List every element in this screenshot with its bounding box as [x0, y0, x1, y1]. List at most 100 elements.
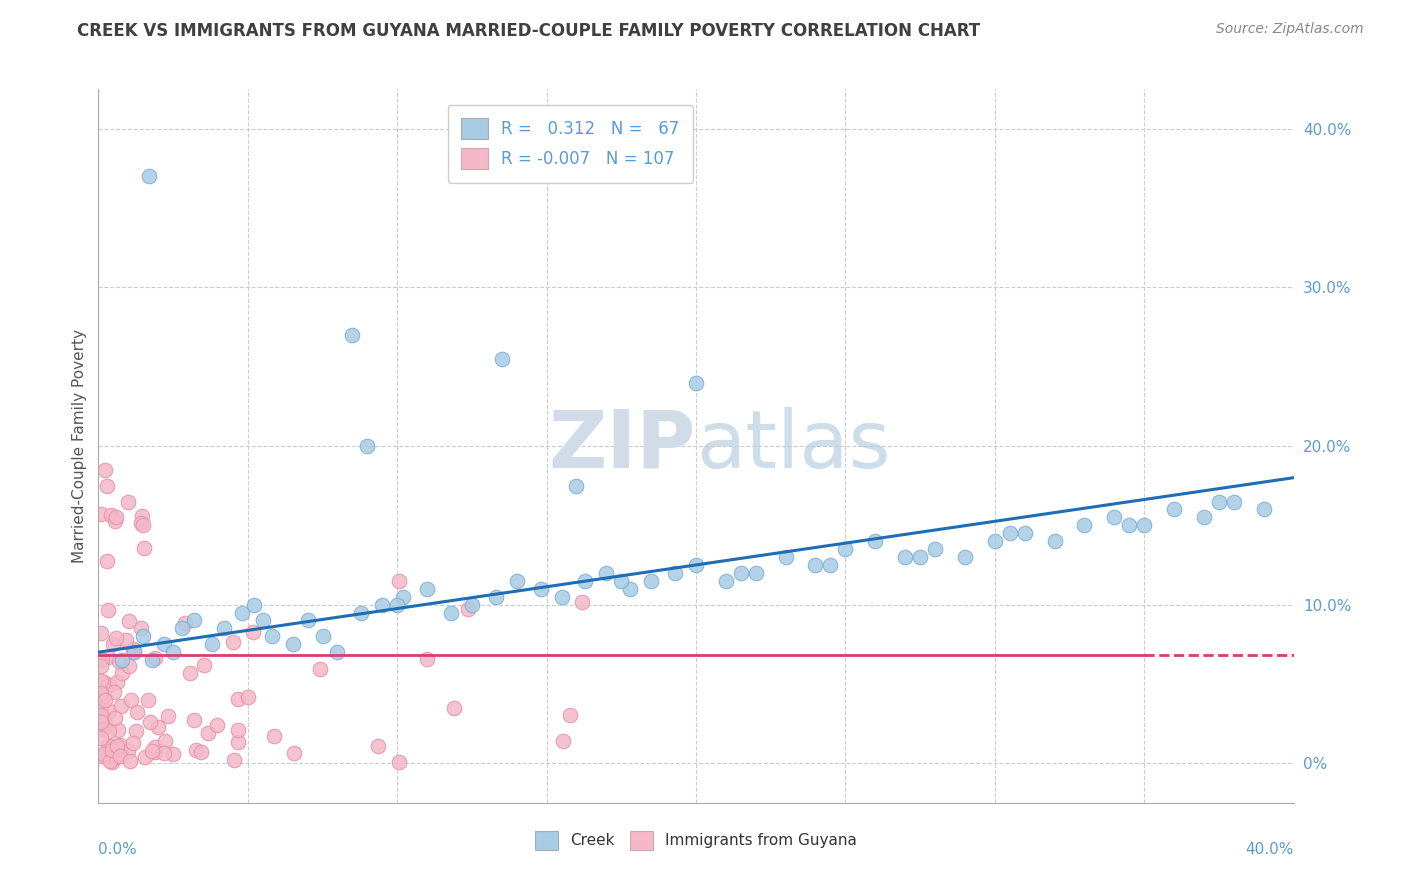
- Point: [226, 692, 249, 706]
- Point: [103, 637, 125, 651]
- Point: [97, 739, 120, 754]
- Point: [485, 590, 508, 604]
- Point: [90, 658, 112, 673]
- Point: [91, 723, 114, 737]
- Point: [1223, 494, 1246, 508]
- Point: [141, 744, 163, 758]
- Point: [371, 598, 394, 612]
- Point: [132, 541, 155, 556]
- Point: [98, 678, 121, 692]
- Point: [104, 741, 127, 756]
- Point: [1253, 502, 1275, 516]
- Point: [103, 685, 125, 699]
- Point: [415, 651, 437, 665]
- Point: [121, 642, 143, 657]
- Point: [90, 711, 112, 725]
- Point: [1104, 510, 1126, 524]
- Point: [385, 598, 409, 612]
- Point: [162, 747, 184, 761]
- Point: [143, 740, 166, 755]
- Point: [224, 753, 246, 767]
- Point: [96, 554, 118, 568]
- Point: [1192, 510, 1215, 524]
- Point: [127, 705, 149, 719]
- Point: [263, 730, 285, 744]
- Point: [745, 566, 768, 580]
- Point: [103, 751, 125, 765]
- Point: [107, 723, 129, 738]
- Point: [143, 746, 166, 760]
- Point: [118, 614, 141, 628]
- Point: [153, 637, 176, 651]
- Point: [101, 743, 124, 757]
- Point: [186, 743, 208, 757]
- Point: [115, 633, 138, 648]
- Point: [640, 574, 662, 588]
- Point: [908, 549, 931, 564]
- Point: [183, 713, 205, 727]
- Point: [111, 653, 134, 667]
- Point: [574, 574, 596, 588]
- Point: [326, 645, 349, 659]
- Point: [100, 508, 122, 522]
- Point: [152, 746, 174, 760]
- Text: 0.0%: 0.0%: [98, 842, 138, 857]
- Point: [162, 645, 184, 659]
- Point: [595, 566, 617, 580]
- Point: [197, 726, 219, 740]
- Point: [387, 574, 409, 588]
- Point: [172, 621, 194, 635]
- Point: [730, 566, 752, 580]
- Point: [105, 510, 128, 524]
- Point: [110, 666, 132, 681]
- Point: [90, 699, 112, 714]
- Point: [461, 598, 484, 612]
- Point: [491, 351, 513, 366]
- Point: [443, 700, 465, 714]
- Point: [94, 463, 117, 477]
- Text: CREEK VS IMMIGRANTS FROM GUYANA MARRIED-COUPLE FAMILY POVERTY CORRELATION CHART: CREEK VS IMMIGRANTS FROM GUYANA MARRIED-…: [77, 22, 980, 40]
- Point: [834, 542, 856, 557]
- Point: [108, 738, 131, 752]
- Point: [190, 745, 212, 759]
- Point: [90, 707, 112, 722]
- Point: [90, 507, 112, 521]
- Point: [311, 629, 333, 643]
- Point: [122, 645, 145, 659]
- Point: [125, 723, 148, 738]
- Point: [1043, 534, 1066, 549]
- Point: [97, 603, 120, 617]
- Point: [90, 731, 112, 745]
- Point: [685, 376, 707, 390]
- Point: [530, 582, 553, 596]
- Point: [252, 614, 274, 628]
- Point: [350, 606, 373, 620]
- Point: [97, 649, 120, 664]
- Point: [1118, 518, 1140, 533]
- Point: [110, 748, 132, 763]
- Point: [619, 582, 641, 596]
- Point: [664, 566, 686, 580]
- Point: [201, 637, 224, 651]
- Point: [226, 723, 249, 738]
- Point: [283, 746, 305, 760]
- Point: [416, 582, 439, 596]
- Point: [571, 594, 593, 608]
- Point: [117, 744, 139, 758]
- Point: [775, 549, 797, 564]
- Point: [90, 626, 112, 640]
- Point: [90, 686, 112, 700]
- Point: [90, 748, 112, 763]
- Point: [238, 690, 260, 705]
- Point: [953, 549, 976, 564]
- Point: [124, 645, 146, 659]
- Y-axis label: Married-Couple Family Poverty: Married-Couple Family Poverty: [72, 329, 87, 563]
- Point: [565, 478, 588, 492]
- Point: [560, 708, 582, 723]
- Point: [131, 509, 153, 524]
- Point: [117, 494, 139, 508]
- Point: [179, 665, 201, 680]
- Point: [392, 590, 415, 604]
- Point: [228, 735, 250, 749]
- Point: [297, 614, 319, 628]
